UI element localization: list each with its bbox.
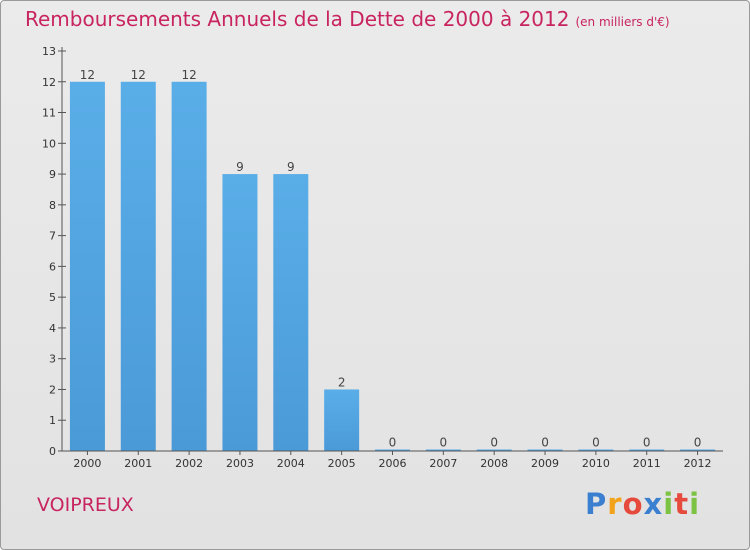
y-tick-label-13: 13: [42, 45, 56, 58]
chart-title-text: Remboursements Annuels de la Dette de 20…: [25, 7, 570, 31]
bar-2003: [222, 174, 258, 452]
labels-layer: 1220001220011220029200392004220050200602…: [42, 45, 712, 470]
chart-title: Remboursements Annuels de la Dette de 20…: [25, 7, 670, 31]
data-label-2004: 9: [287, 160, 295, 174]
x-tick-label-2006: 2006: [379, 457, 407, 470]
y-tick-label-12: 12: [42, 76, 56, 89]
proxiti-logo: Proxiti: [585, 487, 700, 521]
data-label-2003: 9: [236, 160, 244, 174]
x-tick-label-2005: 2005: [328, 457, 356, 470]
logo-letter: P: [585, 487, 608, 521]
data-label-2012: 0: [694, 436, 702, 450]
unit-note: (en milliers d'€): [575, 15, 670, 29]
data-label-2009: 0: [541, 436, 549, 450]
bar-2011: [629, 449, 665, 451]
logo-letter: r: [607, 487, 623, 521]
bar-2012: [680, 449, 716, 451]
y-tick-label-10: 10: [42, 137, 56, 150]
y-tick-label-3: 3: [49, 353, 56, 366]
bar-2010: [578, 449, 614, 451]
data-label-2005: 2: [338, 375, 346, 389]
y-tick-label-6: 6: [49, 260, 56, 273]
bar-2002: [171, 81, 207, 452]
data-label-2010: 0: [592, 436, 600, 450]
y-tick-label-11: 11: [42, 107, 56, 120]
axes-layer: [58, 47, 723, 455]
y-tick-label-2: 2: [49, 383, 56, 396]
bar-2009: [527, 449, 563, 451]
y-tick-label-8: 8: [49, 199, 56, 212]
x-tick-label-2007: 2007: [429, 457, 457, 470]
bar-2000: [69, 81, 105, 452]
data-label-2006: 0: [389, 436, 397, 450]
bar-2008: [476, 449, 512, 451]
x-tick-label-2010: 2010: [582, 457, 610, 470]
data-label-2011: 0: [643, 436, 651, 450]
x-tick-label-2011: 2011: [633, 457, 661, 470]
y-tick-label-4: 4: [49, 322, 56, 335]
x-tick-label-2002: 2002: [175, 457, 203, 470]
logo-letter: i: [663, 487, 675, 521]
bar-2001: [120, 81, 156, 452]
x-tick-label-2008: 2008: [480, 457, 508, 470]
bars-layer: [69, 81, 716, 452]
bar-2005: [324, 389, 360, 451]
data-label-2000: 12: [80, 68, 95, 82]
x-tick-label-2004: 2004: [277, 457, 305, 470]
y-tick-label-1: 1: [49, 414, 56, 427]
x-tick-label-2000: 2000: [73, 457, 101, 470]
data-label-2002: 12: [181, 68, 196, 82]
bar-2007: [425, 449, 461, 451]
y-tick-label-5: 5: [49, 291, 56, 304]
bar-2006: [375, 449, 410, 451]
logo-letter: x: [643, 487, 664, 521]
y-tick-label-0: 0: [49, 445, 56, 458]
data-label-2007: 0: [440, 436, 448, 450]
y-tick-label-7: 7: [49, 230, 56, 243]
logo-letter: o: [622, 487, 644, 521]
data-label-2001: 12: [131, 68, 146, 82]
x-tick-label-2001: 2001: [124, 457, 152, 470]
bar-2004: [273, 174, 309, 452]
data-label-2008: 0: [490, 436, 498, 450]
x-tick-label-2012: 2012: [684, 457, 712, 470]
x-tick-label-2009: 2009: [531, 457, 559, 470]
commune-name: VOIPREUX: [37, 494, 134, 516]
logo-letter: t: [674, 487, 690, 521]
y-tick-label-9: 9: [49, 168, 56, 181]
logo-letter: i: [689, 487, 701, 521]
x-tick-label-2003: 2003: [226, 457, 254, 470]
